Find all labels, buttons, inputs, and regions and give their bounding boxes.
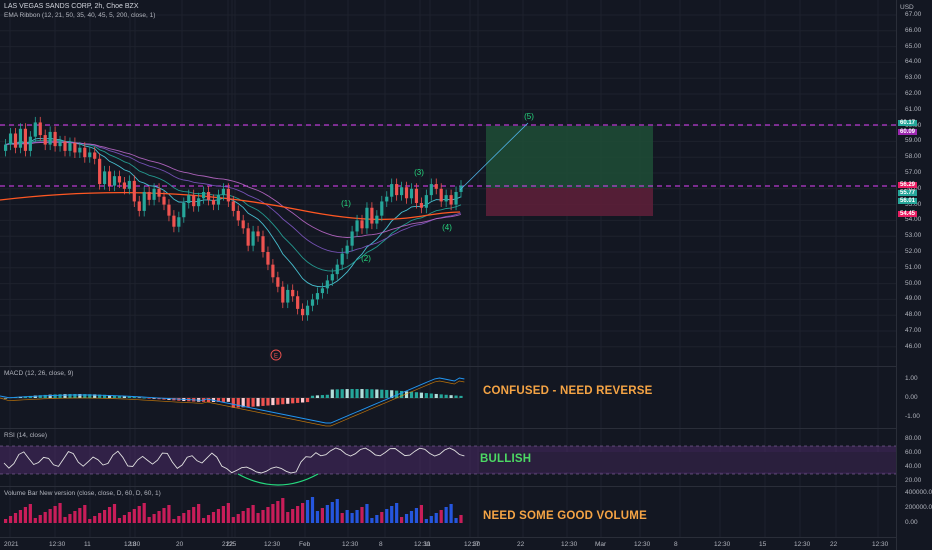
symbol-title[interactable]: LAS VEGAS SANDS CORP, 2h, Choe BZX — [4, 3, 139, 10]
time-tick: 8 — [674, 541, 678, 548]
time-tick: 12:30 — [634, 541, 651, 548]
ema-ribbon-legend[interactable]: EMA Ribbon (12, 21, 50, 35, 40, 45, 5, 2… — [4, 12, 156, 19]
time-tick: 8 — [379, 541, 383, 548]
time-tick: 12:30 — [561, 541, 578, 548]
rsi-legend[interactable]: RSI (14, close) — [4, 432, 47, 439]
time-tick: 22 — [830, 541, 838, 548]
indicator-tick: 40.00 — [905, 463, 922, 470]
time-tick: 12:30 — [714, 541, 731, 548]
macd-pane — [0, 377, 465, 427]
price-tick: 52.00 — [905, 248, 922, 255]
price-tick: 46.00 — [905, 342, 922, 350]
time-tick: 22 — [226, 541, 234, 548]
price-tick: 63.00 — [905, 74, 922, 82]
wave-label-5: (5) — [524, 112, 534, 121]
time-tick: 18 — [129, 541, 137, 548]
price-tick: 62.00 — [905, 90, 922, 97]
candlesticks — [4, 116, 463, 321]
pane-divider — [0, 428, 896, 429]
time-tick: 12:30 — [414, 541, 431, 548]
circle-marker — [270, 349, 282, 361]
wave-label-2: (2) — [361, 254, 371, 263]
time-tick: 11 — [424, 541, 431, 548]
time-tick: 2021 — [4, 541, 19, 548]
price-tick: 51.00 — [905, 263, 922, 271]
price-tick: 47.00 — [905, 327, 922, 334]
price-axis-border — [896, 0, 897, 550]
target-zone — [486, 126, 653, 188]
indicator-tick: 80.00 — [905, 435, 922, 442]
indicator-tick: -1.00 — [905, 413, 920, 420]
price-tag: 55.77 — [898, 190, 918, 196]
price-tick: 67.00 — [905, 11, 922, 18]
price-tick: 48.00 — [905, 311, 922, 319]
time-tick: 12:30 — [342, 541, 359, 548]
pane-divider — [0, 366, 896, 367]
rsi-curve — [237, 473, 319, 486]
time-tick: 12:30 — [49, 541, 66, 548]
wave-label-4: (4) — [442, 223, 452, 232]
time-tick: 15 — [759, 541, 767, 548]
indicator-tick: 20.00 — [905, 477, 922, 484]
price-tag: 60.09 — [898, 129, 918, 135]
time-tick: 22 — [517, 541, 525, 548]
volume-bars — [4, 497, 463, 523]
time-tick: 21 — [222, 541, 230, 548]
price-tick: 50.00 — [905, 279, 922, 287]
time-tick: 25 — [229, 541, 237, 548]
indicator-tick: 0.00 — [905, 394, 918, 401]
indicator-tick: 0.00 — [905, 519, 918, 526]
time-tick: 11 — [84, 541, 91, 548]
price-tick: 54.00 — [905, 216, 922, 224]
time-tick: 17 — [472, 541, 480, 548]
price-tick: 57.00 — [905, 169, 922, 176]
wave-label-1: (1) — [341, 199, 351, 208]
macd-note: CONFUSED - NEED REVERSE — [483, 385, 653, 397]
time-tick: 12:30 — [464, 541, 481, 548]
price-tick: 65.00 — [905, 42, 922, 50]
price-tag: 60.17 — [898, 120, 918, 126]
indicator-tick: 1.00 — [905, 375, 918, 382]
price-tag: 56.29 — [898, 182, 918, 188]
price-tick: 66.00 — [905, 26, 922, 34]
price-tag: 56.01 — [898, 198, 918, 204]
time-tick: Mar — [595, 541, 607, 548]
projection-line — [459, 122, 529, 191]
price-tick: 55.00 — [905, 200, 922, 208]
price-tick: 56.00 — [905, 184, 922, 192]
ema-ribbon — [0, 137, 462, 288]
rsi-line — [3, 447, 465, 474]
time-tick: 12:30 — [124, 541, 141, 548]
macd-legend[interactable]: MACD (12, 26, close, 9) — [4, 370, 74, 377]
time-tick: Feb — [299, 541, 311, 548]
time-tick: 12:30 — [872, 541, 889, 548]
price-tick: 61.00 — [905, 105, 922, 113]
indicator-tick: 400000.00 — [905, 489, 932, 496]
volume-legend[interactable]: Volume Bar New version (close, close, D,… — [4, 490, 161, 497]
price-tag: 54.45 — [898, 211, 918, 217]
price-tick: 64.00 — [905, 58, 922, 66]
price-tick: 59.00 — [905, 137, 922, 145]
indicator-tick: 60.00 — [905, 449, 922, 456]
price-tick: 49.00 — [905, 295, 922, 303]
pane-divider — [0, 537, 896, 538]
stop-zone — [486, 188, 653, 216]
wave-label-3: (3) — [414, 168, 424, 177]
volume-note: NEED SOME GOOD VOLUME — [483, 510, 647, 522]
time-tick: 12:30 — [264, 541, 281, 548]
price-tick: 58.00 — [905, 153, 922, 161]
time-tick: 20 — [176, 541, 184, 548]
pane-divider — [0, 486, 896, 487]
circle-marker-label: E — [274, 354, 278, 360]
currency-label: USD — [900, 4, 914, 11]
indicator-tick: 200000.00 — [905, 504, 932, 511]
rsi-note: BULLISH — [480, 453, 532, 465]
price-tick: 53.00 — [905, 232, 922, 240]
time-tick: 12:30 — [794, 541, 811, 548]
